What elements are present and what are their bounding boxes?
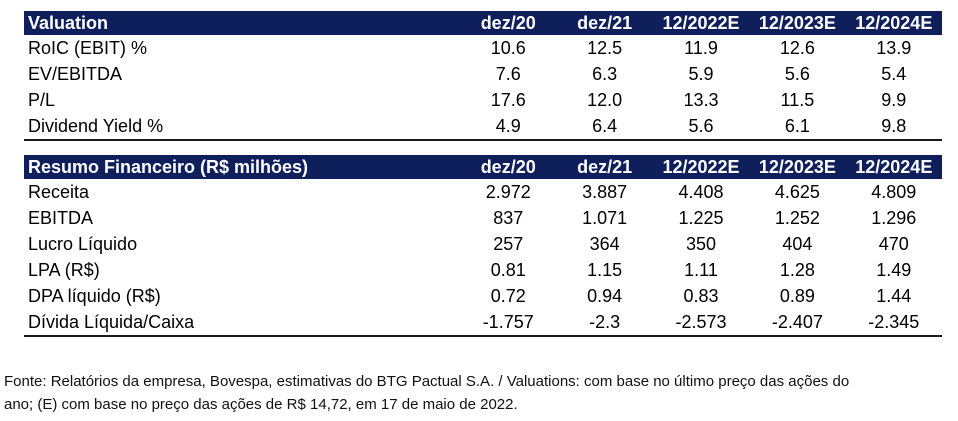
row-label: Receita xyxy=(28,181,90,202)
cell-value: 350 xyxy=(685,233,717,254)
row-label: LPA (R$) xyxy=(28,259,100,280)
cell-value: 17.6 xyxy=(490,89,526,110)
cell-value: -2.345 xyxy=(845,309,942,337)
cell-value: 1.296 xyxy=(871,207,917,228)
row-label: EBITDA xyxy=(28,207,94,228)
column-header: dez/20 xyxy=(460,155,557,179)
column-header: 12/2023E xyxy=(749,11,846,35)
cell-value: 12.6 xyxy=(779,37,815,58)
cell-value: 0.72 xyxy=(490,285,526,306)
cell-value: 2.972 xyxy=(485,181,531,202)
column-header: dez/20 xyxy=(460,11,557,35)
cell-value: 0.89 xyxy=(779,285,815,306)
row-label: EV/EBITDA xyxy=(28,63,123,84)
footnote-line: Fonte: Relatórios da empresa, Bovespa, e… xyxy=(4,373,850,390)
table-row: Dívida Líquida/Caixa -1.757 -2.3 -2.573 … xyxy=(24,309,942,337)
cell-value: 1.44 xyxy=(876,285,912,306)
row-label: DPA líquido (R$) xyxy=(28,285,161,306)
cell-value: 0.83 xyxy=(683,285,719,306)
table-row: LPA (R$) 0.81 1.15 1.11 1.28 1.49 xyxy=(24,257,942,283)
cell-value: -2.407 xyxy=(749,309,846,337)
cell-value: 1.11 xyxy=(684,259,718,280)
cell-value: 1.252 xyxy=(774,207,820,228)
cell-value: 5.6 xyxy=(652,113,750,141)
cell-value: 12.0 xyxy=(587,89,623,110)
valuation-header-row: Valuation dez/20 dez/21 12/2022E 12/2023… xyxy=(24,11,942,35)
cell-value: 13.3 xyxy=(683,89,719,110)
cell-value: 11.5 xyxy=(780,89,815,110)
table-row: P/L 17.6 12.0 13.3 11.5 9.9 xyxy=(24,87,942,113)
cell-value: 12.5 xyxy=(587,37,623,58)
cell-value: 7.6 xyxy=(495,63,521,84)
column-header: 12/2024E xyxy=(845,155,942,179)
cell-value: 257 xyxy=(493,233,524,254)
row-label: P/L xyxy=(28,89,56,110)
table-row: DPA líquido (R$) 0.72 0.94 0.83 0.89 1.4… xyxy=(24,283,942,309)
cell-value: 837 xyxy=(493,207,524,228)
resumo-title: Resumo Financeiro (R$ milhões) xyxy=(24,155,461,179)
resumo-financeiro-table: Resumo Financeiro (R$ milhões) dez/20 de… xyxy=(24,155,942,337)
cell-value: -2.3 xyxy=(556,309,653,337)
cell-value: 1.28 xyxy=(779,259,815,280)
cell-value: 10.6 xyxy=(490,37,526,58)
financial-tables: Valuation dez/20 dez/21 12/2022E 12/2023… xyxy=(24,11,942,337)
column-header: 12/2022E xyxy=(652,155,750,179)
cell-value: 4.809 xyxy=(871,181,917,202)
table-row: EV/EBITDA 7.6 6.3 5.9 5.6 5.4 xyxy=(24,61,942,87)
cell-value: 3.887 xyxy=(582,181,628,202)
table-row: RoIC (EBIT) % 10.6 12.5 11.9 12.6 13.9 xyxy=(24,35,942,61)
cell-value: 5.6 xyxy=(784,63,810,84)
column-header: dez/21 xyxy=(556,155,653,179)
cell-value: 404 xyxy=(782,233,813,254)
column-header: 12/2024E xyxy=(845,11,942,35)
cell-value: 1.071 xyxy=(582,207,628,228)
cell-value: 9.9 xyxy=(881,89,907,110)
cell-value: 13.9 xyxy=(876,37,912,58)
row-label: Dívida Líquida/Caixa xyxy=(24,309,461,337)
cell-value: 6.4 xyxy=(556,113,653,141)
cell-value: 1.15 xyxy=(587,259,623,280)
cell-value: 364 xyxy=(589,233,620,254)
cell-value: 5.9 xyxy=(688,63,714,84)
table-row: EBITDA 837 1.071 1.225 1.252 1.296 xyxy=(24,205,942,231)
resumo-header-row: Resumo Financeiro (R$ milhões) dez/20 de… xyxy=(24,155,942,179)
source-footnote: Fonte: Relatórios da empresa, Bovespa, e… xyxy=(4,370,954,416)
cell-value: 1.225 xyxy=(678,207,724,228)
cell-value: 1.49 xyxy=(876,259,912,280)
table-row: Receita 2.972 3.887 4.408 4.625 4.809 xyxy=(24,179,942,205)
cell-value: 6.3 xyxy=(592,63,618,84)
cell-value: 470 xyxy=(878,233,909,254)
cell-value: 4.9 xyxy=(460,113,557,141)
row-label: Lucro Líquido xyxy=(28,233,138,254)
cell-value: -2.573 xyxy=(652,309,750,337)
table-row: Lucro Líquido 257 364 350 404 470 xyxy=(24,231,942,257)
cell-value: 4.408 xyxy=(678,181,724,202)
row-label: RoIC (EBIT) % xyxy=(28,37,148,58)
row-label: Dividend Yield % xyxy=(24,113,461,141)
table-row: Dividend Yield % 4.9 6.4 5.6 6.1 9.8 xyxy=(24,113,942,141)
cell-value: 0.81 xyxy=(490,259,526,280)
valuation-table: Valuation dez/20 dez/21 12/2022E 12/2023… xyxy=(24,11,942,141)
cell-value: 6.1 xyxy=(749,113,846,141)
cell-value: 0.94 xyxy=(587,285,623,306)
cell-value: 11.9 xyxy=(684,37,718,58)
table-spacer xyxy=(24,141,942,155)
column-header: dez/21 xyxy=(556,11,653,35)
cell-value: 5.4 xyxy=(881,63,907,84)
valuation-title: Valuation xyxy=(24,11,461,35)
cell-value: 9.8 xyxy=(845,113,942,141)
footnote-line: ano; (E) com base no preço das ações de … xyxy=(4,396,518,413)
cell-value: -1.757 xyxy=(460,309,557,337)
cell-value: 4.625 xyxy=(774,181,820,202)
column-header: 12/2022E xyxy=(652,11,750,35)
column-header: 12/2023E xyxy=(749,155,846,179)
